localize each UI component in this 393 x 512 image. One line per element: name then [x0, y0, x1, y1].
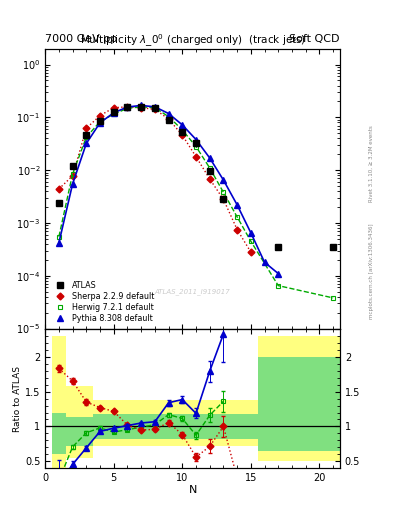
- Pythia 8.308 default: [152, 104, 157, 110]
- ATLAS: [84, 132, 89, 138]
- Sherpa 2.2.9 default: [98, 113, 103, 119]
- Pythia 8.308 default: [111, 110, 116, 116]
- ATLAS: [166, 117, 171, 123]
- Herwig 7.2.1 default: [139, 104, 143, 110]
- Text: 7000 GeV pp: 7000 GeV pp: [45, 33, 118, 44]
- Pythia 8.308 default: [194, 137, 198, 143]
- Y-axis label: Ratio to ATLAS: Ratio to ATLAS: [13, 366, 22, 432]
- Sherpa 2.2.9 default: [194, 154, 198, 160]
- Line: Herwig 7.2.1 default: Herwig 7.2.1 default: [57, 104, 336, 301]
- Sherpa 2.2.9 default: [180, 132, 185, 138]
- Herwig 7.2.1 default: [221, 189, 226, 196]
- Pythia 8.308 default: [125, 104, 130, 110]
- Herwig 7.2.1 default: [248, 238, 253, 244]
- Bar: [258, 335, 340, 461]
- Pythia 8.308 default: [221, 177, 226, 183]
- Herwig 7.2.1 default: [276, 283, 281, 289]
- Herwig 7.2.1 default: [125, 105, 130, 112]
- Sherpa 2.2.9 default: [166, 116, 171, 122]
- Sherpa 2.2.9 default: [248, 249, 253, 255]
- Bar: [66, 417, 93, 446]
- Herwig 7.2.1 default: [166, 114, 171, 120]
- Pythia 8.308 default: [98, 120, 103, 126]
- Bar: [66, 386, 93, 458]
- Pythia 8.308 default: [235, 202, 239, 208]
- Text: Soft QCD: Soft QCD: [290, 33, 340, 44]
- ATLAS: [125, 104, 130, 111]
- Pythia 8.308 default: [139, 102, 143, 109]
- X-axis label: N: N: [188, 485, 197, 495]
- Text: ATLAS_2011_I919017: ATLAS_2011_I919017: [155, 288, 230, 295]
- Pythia 8.308 default: [180, 122, 185, 128]
- Bar: [93, 414, 258, 439]
- Herwig 7.2.1 default: [208, 165, 212, 171]
- ATLAS: [111, 109, 116, 115]
- Sherpa 2.2.9 default: [208, 176, 212, 182]
- Sherpa 2.2.9 default: [235, 226, 239, 232]
- Pythia 8.308 default: [208, 155, 212, 161]
- Text: Rivet 3.1.10, ≥ 3.2M events: Rivet 3.1.10, ≥ 3.2M events: [369, 125, 374, 202]
- Herwig 7.2.1 default: [235, 214, 239, 220]
- Sherpa 2.2.9 default: [139, 104, 143, 111]
- ATLAS: [331, 244, 336, 250]
- Line: Sherpa 2.2.9 default: Sherpa 2.2.9 default: [57, 104, 253, 254]
- Line: Pythia 8.308 default: Pythia 8.308 default: [56, 103, 281, 276]
- ATLAS: [57, 200, 61, 206]
- Herwig 7.2.1 default: [84, 134, 89, 140]
- ATLAS: [208, 168, 212, 175]
- ATLAS: [70, 163, 75, 169]
- Herwig 7.2.1 default: [98, 119, 103, 125]
- Bar: [52, 413, 66, 455]
- Sherpa 2.2.9 default: [152, 106, 157, 112]
- Herwig 7.2.1 default: [152, 104, 157, 111]
- ATLAS: [276, 244, 281, 250]
- Herwig 7.2.1 default: [194, 143, 198, 150]
- Bar: [258, 356, 340, 451]
- ATLAS: [139, 103, 143, 110]
- Herwig 7.2.1 default: [180, 127, 185, 133]
- ATLAS: [98, 118, 103, 124]
- Herwig 7.2.1 default: [331, 295, 336, 301]
- Pythia 8.308 default: [166, 111, 171, 117]
- Pythia 8.308 default: [276, 270, 281, 276]
- Sherpa 2.2.9 default: [84, 125, 89, 132]
- Pythia 8.308 default: [84, 140, 89, 146]
- ATLAS: [221, 196, 226, 202]
- Herwig 7.2.1 default: [111, 111, 116, 117]
- Bar: [93, 400, 258, 446]
- Pythia 8.308 default: [262, 259, 267, 265]
- Sherpa 2.2.9 default: [111, 104, 116, 111]
- ATLAS: [152, 105, 157, 112]
- Title: Multiplicity $\lambda\_0^0$ (charged only)  (track jets): Multiplicity $\lambda\_0^0$ (charged onl…: [79, 32, 306, 49]
- Sherpa 2.2.9 default: [70, 173, 75, 179]
- Line: ATLAS: ATLAS: [56, 103, 336, 250]
- Sherpa 2.2.9 default: [125, 104, 130, 110]
- Sherpa 2.2.9 default: [221, 196, 226, 202]
- Herwig 7.2.1 default: [70, 171, 75, 177]
- Legend: ATLAS, Sherpa 2.2.9 default, Herwig 7.2.1 default, Pythia 8.308 default: ATLAS, Sherpa 2.2.9 default, Herwig 7.2.…: [49, 279, 156, 325]
- ATLAS: [194, 140, 198, 146]
- ATLAS: [180, 129, 185, 135]
- Text: mcplots.cern.ch [arXiv:1306.3436]: mcplots.cern.ch [arXiv:1306.3436]: [369, 224, 374, 319]
- Herwig 7.2.1 default: [57, 233, 61, 240]
- Pythia 8.308 default: [70, 181, 75, 187]
- Pythia 8.308 default: [248, 230, 253, 236]
- Pythia 8.308 default: [57, 240, 61, 246]
- Bar: [52, 335, 66, 468]
- Sherpa 2.2.9 default: [57, 186, 61, 192]
